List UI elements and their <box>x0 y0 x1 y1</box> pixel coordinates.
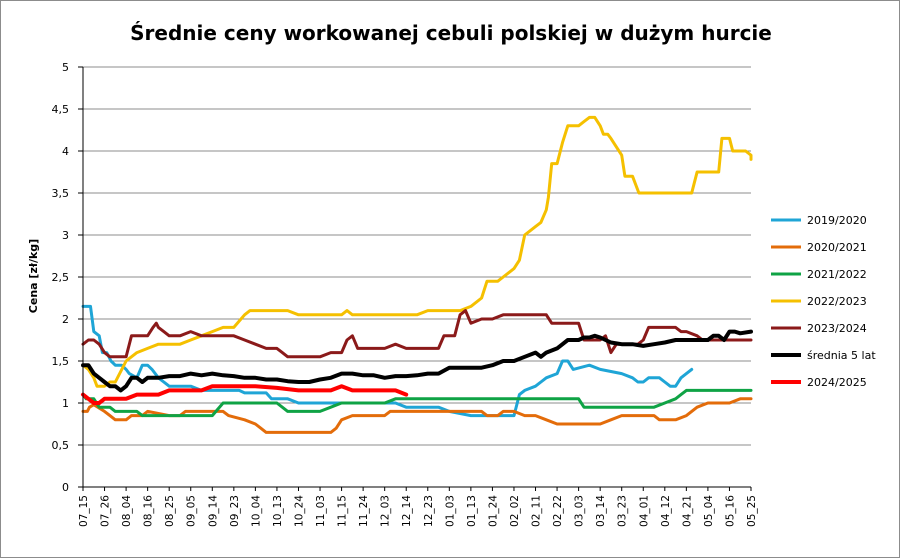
x-tick-label: 02_11 <box>531 495 543 527</box>
x-tick-label: 10_04 <box>250 495 262 527</box>
series-line-3 <box>81 115 753 388</box>
x-tick-label: 03_23 <box>617 495 629 527</box>
chart-title: Średnie ceny workowanej cebuli polskiej … <box>130 21 772 45</box>
y-tick-label: 1 <box>62 397 69 410</box>
x-tick-label: 05_04 <box>703 495 715 527</box>
x-tick-label: 03_03 <box>574 495 586 527</box>
series-line-4 <box>81 309 753 359</box>
y-tick-label: 4 <box>62 145 69 158</box>
legend-label-5: średnia 5 lat <box>807 349 876 362</box>
series-line-5 <box>81 329 753 393</box>
x-tick-label: 10_13 <box>272 495 284 527</box>
x-tick-label: 09_05 <box>186 495 198 527</box>
y-tick-label: 3,5 <box>52 187 70 200</box>
series-line-6 <box>81 384 409 405</box>
x-tick-label: 11_15 <box>337 495 349 527</box>
x-tick-label: 02_22 <box>552 495 564 527</box>
axes <box>82 67 751 488</box>
x-tick-label: 09_14 <box>207 495 219 527</box>
y-tick-label: 0 <box>62 481 69 494</box>
y-tick-label: 1,5 <box>52 355 70 368</box>
x-axis-ticks: 07_15 07_26 08_04 08_16 08_25 09_05 09_14 09_23… <box>78 487 758 527</box>
x-tick-label: 10_24 <box>293 495 305 527</box>
x-tick-label: 08_25 <box>164 495 176 527</box>
legend-label-1: 2020/2021 <box>807 241 867 254</box>
x-tick-label: 03_14 <box>595 495 607 527</box>
gridlines <box>83 66 751 446</box>
legend-label-0: 2019/2020 <box>807 214 867 227</box>
x-tick-label: 11_24 <box>358 495 370 527</box>
y-tick-label: 0,5 <box>52 439 70 452</box>
legend: 2019/2020 2020/2021 2021/2022 2022/2023 2023… <box>771 214 876 389</box>
legend-label-4: 2023/2024 <box>807 322 867 335</box>
x-tick-label: 12_14 <box>401 495 413 527</box>
x-tick-label: 01_24 <box>487 495 499 527</box>
x-tick-label: 02_02 <box>509 495 521 527</box>
x-tick-label: 08_04 <box>121 495 133 527</box>
y-axis-label: Cena [zł/kg] <box>27 239 40 313</box>
series-lines <box>81 115 753 434</box>
x-tick-label: 04_21 <box>681 495 693 527</box>
x-tick-label: 12_23 <box>423 495 435 527</box>
x-tick-label: 07_15 <box>78 495 90 527</box>
y-tick-label: 2,5 <box>52 271 70 284</box>
legend-label-2: 2021/2022 <box>807 268 867 281</box>
x-tick-label: 04_01 <box>638 495 650 527</box>
series-line-0 <box>81 304 694 418</box>
x-tick-label: 01_03 <box>444 495 456 527</box>
y-tick-label: 2 <box>62 313 69 326</box>
y-axis-ticks: 0 0,5 1 1,5 2 2,5 3 3,5 4 4,5 5 <box>52 61 83 494</box>
y-tick-label: 5 <box>62 61 69 74</box>
legend-label-3: 2022/2023 <box>807 295 867 308</box>
x-tick-label: 05_16 <box>724 495 736 527</box>
series-line-2 <box>81 388 753 418</box>
x-tick-label: 05_25 <box>746 495 758 527</box>
y-tick-label: 3 <box>62 229 69 242</box>
y-tick-label: 4,5 <box>52 103 70 116</box>
x-tick-label: 08_16 <box>143 495 155 527</box>
legend-label-6: 2024/2025 <box>807 376 867 389</box>
x-tick-label: 11_03 <box>315 495 327 527</box>
x-tick-label: 04_12 <box>660 495 672 527</box>
x-tick-label: 07_26 <box>100 495 112 527</box>
series-line-1 <box>81 397 753 434</box>
x-tick-label: 01_13 <box>466 495 478 527</box>
x-tick-label: 12_03 <box>380 495 392 527</box>
x-tick-label: 09_23 <box>229 495 241 527</box>
